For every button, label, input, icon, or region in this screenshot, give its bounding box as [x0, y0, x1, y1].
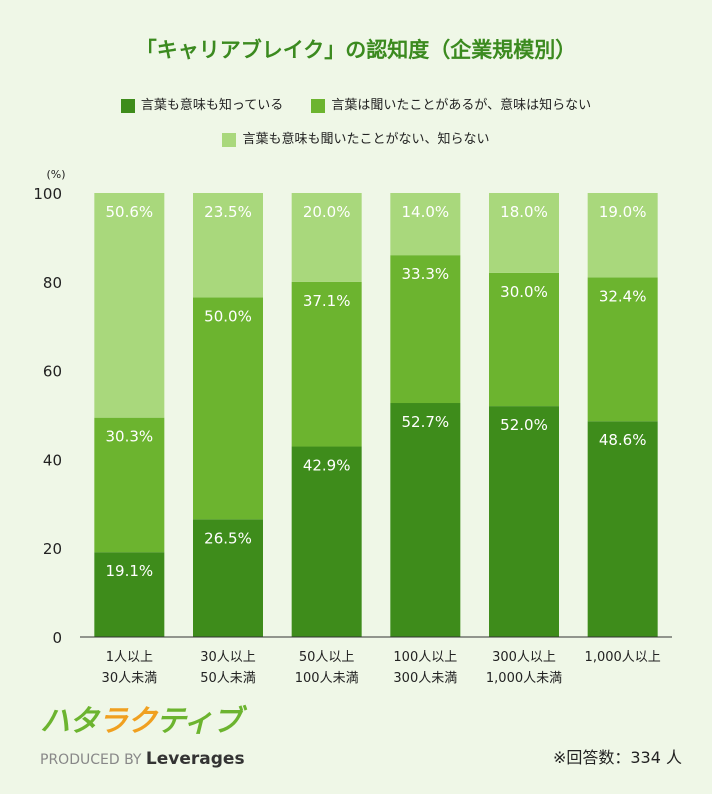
- data-label: 50.0%: [204, 307, 252, 325]
- y-tick-label: 60: [43, 363, 62, 381]
- bar-segment: [587, 193, 658, 278]
- data-label: 19.0%: [599, 203, 647, 221]
- y-tick-label: 20: [43, 540, 62, 558]
- y-tick-label: 100: [33, 185, 62, 203]
- bar-segment: [291, 193, 362, 282]
- x-tick-label: 300人以上: [492, 650, 556, 665]
- bar-segment: [390, 403, 461, 637]
- bar-segment: [94, 552, 165, 637]
- legend-label: 言葉は聞いたことがあるが、意味は知らない: [331, 98, 592, 113]
- x-tick-label: 30人未満: [102, 671, 158, 686]
- legend-label: 言葉も意味も聞いたことがない、知らない: [242, 132, 490, 147]
- produced-by: PRODUCED BY Leverages: [40, 749, 245, 769]
- x-tick-label: 1,000人未満: [486, 671, 562, 686]
- bar-segment: [489, 193, 559, 273]
- data-label: 30.0%: [500, 283, 548, 301]
- bar-segment: [390, 193, 461, 256]
- bar-segment: [193, 193, 263, 298]
- data-label: 19.1%: [106, 562, 154, 580]
- legend-swatch: [222, 133, 237, 147]
- legend-swatch: [120, 99, 135, 113]
- bar-segment: [94, 193, 165, 418]
- y-tick-label: 0: [52, 629, 62, 647]
- legend-label: 言葉も意味も知っている: [140, 98, 284, 113]
- y-axis-unit: (%): [46, 168, 65, 181]
- hataractive-logo: ハタラクティブ: [40, 704, 242, 739]
- x-tick-label: 100人未満: [295, 671, 359, 686]
- y-tick-label: 80: [43, 274, 62, 292]
- bar-segment: [489, 406, 559, 637]
- data-label: 33.3%: [402, 265, 450, 283]
- bar-segment: [390, 255, 461, 404]
- legend-item-heard: 言葉は聞いたことがあるが、意味は知らない: [311, 97, 591, 115]
- data-label: 52.0%: [500, 416, 548, 434]
- data-label: 23.5%: [204, 203, 252, 221]
- data-label: 32.4%: [599, 287, 647, 305]
- chart-title: 「キャリアブレイク」の認知度（企業規模別）: [135, 38, 577, 62]
- legend-swatch: [311, 99, 326, 113]
- x-tick-label: 50人未満: [200, 671, 256, 686]
- respondent-count: ※回答数：334 人: [552, 748, 682, 767]
- x-tick-label: 1人以上: [106, 650, 153, 665]
- bar-segment: [489, 272, 559, 407]
- x-tick-label: 30人以上: [200, 650, 256, 665]
- data-label: 37.1%: [303, 292, 351, 310]
- x-tick-label: 1,000人以上: [585, 650, 661, 665]
- legend-row-2: 言葉も意味も聞いたことがない、知らない: [0, 131, 712, 153]
- data-label: 26.5%: [204, 529, 252, 547]
- data-label: 18.0%: [500, 203, 548, 221]
- data-label: 52.7%: [402, 413, 450, 431]
- bar-segment: [587, 421, 658, 637]
- legend-row-1: 言葉も意味も知っている 言葉は聞いたことがあるが、意味は知らない: [0, 97, 712, 119]
- x-tick-label: 300人未満: [393, 671, 457, 686]
- x-tick-label: 100人以上: [393, 650, 457, 665]
- bar-segment: [193, 297, 263, 520]
- x-tick-label: 50人以上: [299, 650, 355, 665]
- data-label: 42.9%: [303, 457, 351, 475]
- data-label: 14.0%: [402, 203, 450, 221]
- data-label: 30.3%: [106, 428, 154, 446]
- data-label: 50.6%: [106, 203, 154, 221]
- legend-item-know: 言葉も意味も知っている: [120, 97, 284, 115]
- bar-segment: [94, 417, 165, 553]
- legend-item-unknown: 言葉も意味も聞いたことがない、知らない: [222, 131, 490, 149]
- bar-segment: [587, 277, 658, 422]
- data-label: 48.6%: [599, 431, 647, 449]
- bar-segment: [193, 519, 263, 637]
- y-tick-label: 40: [43, 451, 62, 469]
- data-label: 20.0%: [303, 203, 351, 221]
- bar-segment: [291, 281, 362, 447]
- bar-segment: [291, 446, 362, 637]
